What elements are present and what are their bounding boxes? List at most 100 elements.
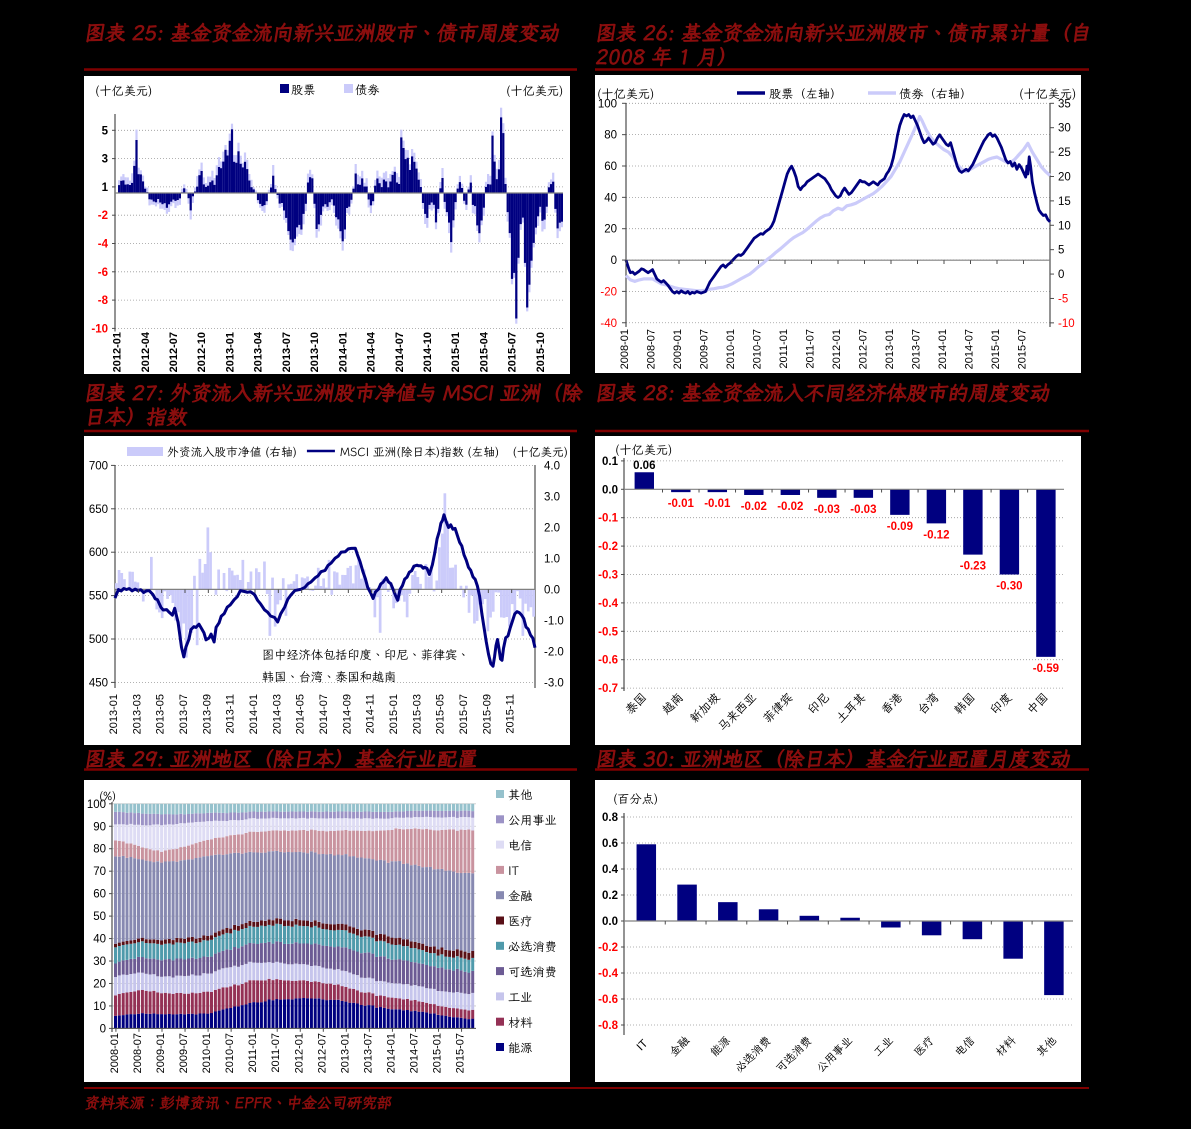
svg-text:2013-07: 2013-07 xyxy=(178,694,190,734)
svg-text:2015-05: 2015-05 xyxy=(435,694,447,734)
svg-text:2012-04: 2012-04 xyxy=(140,331,152,372)
svg-text:20: 20 xyxy=(93,978,106,990)
svg-text:-0.7: -0.7 xyxy=(598,683,618,695)
svg-text:500: 500 xyxy=(89,634,108,646)
svg-text:2013-10: 2013-10 xyxy=(309,332,321,372)
svg-text:2013-01: 2013-01 xyxy=(339,1033,351,1073)
svg-text:1.0: 1.0 xyxy=(544,553,560,565)
svg-text:-0.6: -0.6 xyxy=(598,994,618,1006)
svg-text:-0.8: -0.8 xyxy=(598,1020,618,1032)
svg-text:2014-03: 2014-03 xyxy=(271,694,283,734)
svg-text:100: 100 xyxy=(87,799,106,811)
svg-text:2013-04: 2013-04 xyxy=(253,331,265,372)
svg-text:0.0: 0.0 xyxy=(602,484,618,496)
svg-text:5: 5 xyxy=(1058,245,1064,257)
svg-text:5: 5 xyxy=(102,125,109,137)
svg-text:2013-07: 2013-07 xyxy=(362,1033,374,1073)
svg-text:2011-01: 2011-01 xyxy=(247,1033,259,1073)
svg-text:70: 70 xyxy=(93,866,106,878)
svg-text:2012-07: 2012-07 xyxy=(168,332,180,372)
svg-text:-0.23: -0.23 xyxy=(960,561,986,573)
svg-text:2008-01: 2008-01 xyxy=(109,1033,121,1073)
svg-text:0: 0 xyxy=(100,1023,106,1035)
svg-text:2012-07: 2012-07 xyxy=(858,329,870,369)
svg-text:2014-05: 2014-05 xyxy=(295,694,307,734)
svg-text:-0.12: -0.12 xyxy=(923,529,949,541)
svg-text:30: 30 xyxy=(93,956,106,968)
svg-text:600: 600 xyxy=(89,547,108,559)
svg-text:3: 3 xyxy=(102,154,108,166)
svg-text:-40: -40 xyxy=(600,318,617,330)
svg-text:-0.2: -0.2 xyxy=(598,942,618,954)
svg-text:0.0: 0.0 xyxy=(602,916,618,928)
svg-text:2010-01: 2010-01 xyxy=(725,329,737,369)
svg-text:0.8: 0.8 xyxy=(602,812,619,824)
svg-text:2012-01: 2012-01 xyxy=(112,332,124,372)
svg-text:25: 25 xyxy=(1058,147,1071,159)
svg-text:2010-07: 2010-07 xyxy=(752,329,764,369)
svg-text:10: 10 xyxy=(93,1001,106,1013)
svg-text:3.0: 3.0 xyxy=(544,491,560,503)
svg-text:0.2: 0.2 xyxy=(602,890,618,902)
svg-text:2014-01: 2014-01 xyxy=(248,694,260,734)
svg-text:2014-01: 2014-01 xyxy=(385,1033,397,1073)
svg-text:2013-07: 2013-07 xyxy=(281,332,293,372)
svg-text:2013-09: 2013-09 xyxy=(201,694,213,734)
svg-text:-2: -2 xyxy=(98,210,108,222)
svg-text:-10: -10 xyxy=(91,323,108,335)
svg-text:2015-03: 2015-03 xyxy=(411,694,423,734)
svg-text:1: 1 xyxy=(102,182,109,194)
svg-text:0.4: 0.4 xyxy=(602,864,619,876)
svg-text:-0.3: -0.3 xyxy=(598,570,618,582)
svg-text:-0.03: -0.03 xyxy=(814,504,840,516)
svg-text:-0.01: -0.01 xyxy=(668,498,695,510)
svg-text:50: 50 xyxy=(93,911,106,923)
svg-text:2011-07: 2011-07 xyxy=(270,1033,282,1073)
svg-text:-0.03: -0.03 xyxy=(850,504,876,516)
svg-text:2010-07: 2010-07 xyxy=(224,1033,236,1073)
svg-text:0.06: 0.06 xyxy=(633,460,655,472)
svg-text:2009-07: 2009-07 xyxy=(699,329,711,369)
svg-text:90: 90 xyxy=(93,821,106,833)
svg-text:2014-10: 2014-10 xyxy=(422,332,434,372)
svg-text:2009-01: 2009-01 xyxy=(672,329,684,369)
svg-text:2008-07: 2008-07 xyxy=(132,1033,144,1073)
svg-text:40: 40 xyxy=(604,192,617,204)
svg-text:2015-01: 2015-01 xyxy=(388,694,400,734)
svg-text:20: 20 xyxy=(1058,171,1071,183)
svg-text:-0.1: -0.1 xyxy=(598,513,618,525)
svg-text:2012-01: 2012-01 xyxy=(293,1033,305,1073)
svg-text:2014-11: 2014-11 xyxy=(365,694,377,734)
svg-text:-0.59: -0.59 xyxy=(1033,663,1059,675)
svg-text:-0.01: -0.01 xyxy=(704,498,731,510)
svg-text:2014-01: 2014-01 xyxy=(337,332,349,372)
svg-text:-0.2: -0.2 xyxy=(598,541,618,553)
svg-text:700: 700 xyxy=(89,460,108,472)
svg-text:2013-03: 2013-03 xyxy=(131,694,143,734)
svg-text:2014-07: 2014-07 xyxy=(318,694,330,734)
svg-text:80: 80 xyxy=(604,130,617,142)
svg-text:100: 100 xyxy=(598,98,617,110)
svg-text:-6: -6 xyxy=(98,267,108,279)
svg-text:-0.09: -0.09 xyxy=(887,521,913,533)
svg-text:2015-07: 2015-07 xyxy=(458,694,470,734)
svg-text:2015-07: 2015-07 xyxy=(507,332,519,372)
svg-text:-0.5: -0.5 xyxy=(598,626,618,638)
svg-text:80: 80 xyxy=(93,844,106,856)
svg-text:30: 30 xyxy=(1058,123,1071,135)
svg-text:2014-01: 2014-01 xyxy=(937,329,949,369)
svg-text:0: 0 xyxy=(1058,269,1064,281)
svg-text:2013-01: 2013-01 xyxy=(224,332,236,372)
svg-text:2014-09: 2014-09 xyxy=(341,694,353,734)
svg-text:0.6: 0.6 xyxy=(602,838,618,850)
svg-text:20: 20 xyxy=(604,224,617,236)
svg-text:2015-10: 2015-10 xyxy=(535,332,547,372)
svg-text:550: 550 xyxy=(89,591,108,603)
svg-text:2011-07: 2011-07 xyxy=(805,329,817,369)
svg-text:2.0: 2.0 xyxy=(544,522,560,534)
svg-text:60: 60 xyxy=(604,161,617,173)
svg-text:2015-11: 2015-11 xyxy=(505,694,517,734)
svg-text:0: 0 xyxy=(611,255,617,267)
svg-text:2015-07: 2015-07 xyxy=(1017,329,1029,369)
svg-text:2015-07: 2015-07 xyxy=(455,1033,467,1073)
